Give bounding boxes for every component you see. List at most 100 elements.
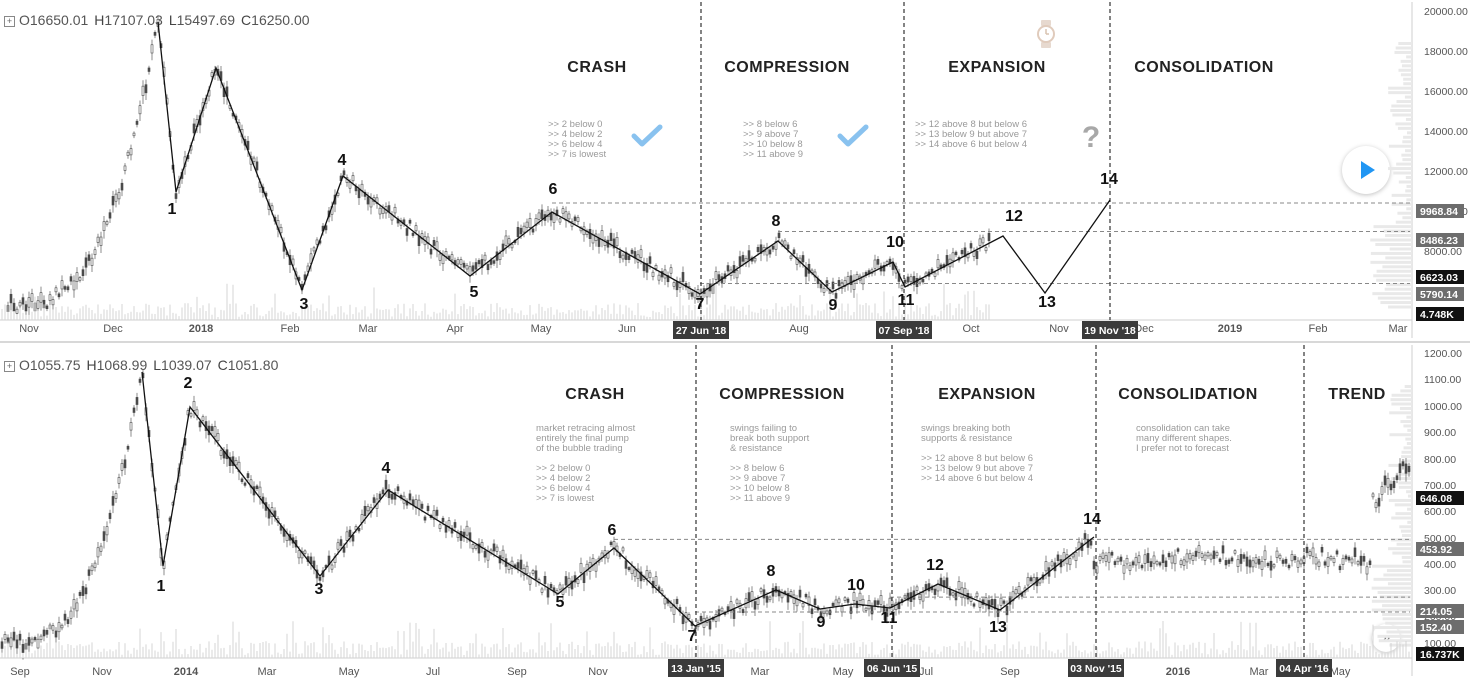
candle-body [1287, 564, 1291, 569]
phase-note: >> 8 below 6 [730, 463, 784, 474]
date-tag-label: 07 Sep '18 [879, 325, 930, 337]
candle-body [618, 251, 622, 258]
candle-body [456, 259, 460, 265]
price-tick-label: 14000.00 [1424, 126, 1468, 138]
candle-body [81, 586, 85, 596]
candle-body [939, 577, 943, 586]
candle-body [1152, 555, 1156, 564]
open-value: 16650.01 [29, 12, 89, 28]
candle-body [72, 599, 76, 610]
candle-body [1314, 557, 1318, 565]
candle-body [735, 599, 739, 604]
volume-profile-bar [1382, 265, 1412, 269]
volume-profile-bar [1403, 77, 1412, 81]
candle-body [933, 272, 937, 277]
candle-body [21, 297, 25, 305]
candle-body [312, 247, 316, 252]
candle-body [789, 255, 793, 259]
candle-body [279, 226, 283, 234]
candle-body [888, 597, 892, 608]
price-tick-label: 1200.00 [1424, 348, 1462, 360]
candle-body [627, 255, 631, 260]
time-tick-label: Sep [507, 666, 527, 678]
candle-body [726, 265, 730, 272]
volume-profile-bar [1406, 415, 1412, 419]
candle-body [372, 497, 376, 503]
candle-body [132, 407, 136, 413]
candle-body [753, 257, 757, 262]
candle-body [756, 598, 760, 605]
expand-icon[interactable]: + [4, 16, 15, 27]
volume-profile-bar [1371, 599, 1412, 603]
candle-body [975, 592, 979, 597]
question-icon: ? [1082, 121, 1100, 154]
candle-body [798, 589, 802, 598]
candle-body [153, 32, 157, 36]
volume-profile-bar [1399, 406, 1412, 410]
candle-body [411, 232, 415, 236]
candle-body [57, 293, 61, 298]
phase-note: >> 6 below 4 [548, 139, 602, 150]
candle-body [579, 562, 583, 573]
date-tag-label: 04 Apr '16 [1279, 663, 1329, 675]
date-tag-label: 13 Jan '15 [671, 663, 721, 675]
candle-body [39, 292, 43, 303]
swing-label: 1 [157, 578, 166, 595]
candle-body [546, 588, 550, 598]
candle-body [234, 459, 238, 466]
candle-body [975, 250, 979, 259]
volume-profile-bar [1404, 95, 1412, 99]
candle-body [462, 531, 466, 538]
phase-note: market retracing almost [536, 423, 636, 434]
candle-body [831, 602, 835, 607]
candle-body [813, 598, 817, 606]
volume-profile-bar [1382, 612, 1412, 616]
volume-profile-bar [1391, 402, 1412, 406]
phase-note: >> 10 below 8 [730, 483, 790, 494]
candle-body [453, 522, 457, 528]
phase-title: TREND [1328, 386, 1386, 403]
candle-body [504, 235, 508, 246]
candle-body [1245, 556, 1249, 567]
candle-body [303, 550, 307, 554]
candle-body [117, 192, 121, 200]
swing-label: 7 [696, 296, 705, 313]
candle-body [894, 602, 898, 611]
candle-body [969, 243, 973, 249]
candle-body [486, 264, 490, 271]
candle-body [1329, 556, 1333, 560]
candle-body [366, 196, 370, 205]
time-tick-label: Nov [588, 666, 608, 678]
candle-body [699, 615, 703, 622]
price-tick-label: 1100.00 [1424, 374, 1461, 386]
expand-icon[interactable]: + [4, 361, 15, 372]
candle-body [915, 277, 919, 288]
volume-profile-bar [1403, 424, 1412, 428]
candle-body [786, 244, 790, 250]
candle-body [39, 635, 43, 640]
play-button[interactable] [1342, 146, 1390, 194]
volume-profile-bar [1394, 503, 1412, 507]
candle-body [1083, 533, 1087, 540]
candle-body [846, 276, 850, 285]
phase-note: >> 6 below 4 [536, 483, 590, 494]
volume-profile-bar [1398, 485, 1412, 489]
candle-body [429, 248, 433, 255]
candle-body [492, 543, 496, 552]
volume-profile-bar [1405, 149, 1412, 153]
volume-profile-bar [1388, 305, 1412, 309]
check-icon [837, 124, 869, 147]
candle-body [408, 219, 412, 224]
candle-body [993, 599, 997, 610]
swing-label: 13 [989, 619, 1007, 636]
price-tag [1416, 647, 1464, 661]
open-label: O [19, 357, 30, 373]
candle-body [555, 209, 559, 216]
candle-body [624, 251, 628, 260]
price-tag-label: 9968.84 [1420, 206, 1458, 218]
candle-body [1110, 551, 1114, 556]
phase-note: >> 12 above 8 but below 6 [921, 453, 1033, 464]
candle-body [948, 589, 952, 596]
swing-path [141, 371, 1095, 627]
candle-body [1257, 558, 1261, 565]
